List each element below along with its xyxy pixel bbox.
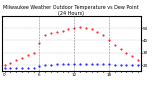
Title: Milwaukee Weather Outdoor Temperature vs Dew Point (24 Hours): Milwaukee Weather Outdoor Temperature vs… [3, 5, 139, 16]
